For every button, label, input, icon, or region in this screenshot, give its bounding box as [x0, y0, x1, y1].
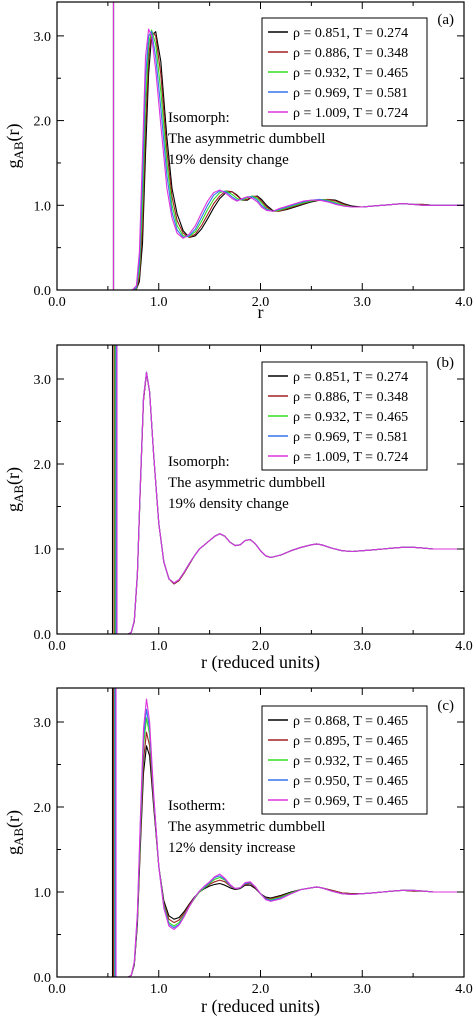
- x-tick-label: 3.0: [354, 295, 372, 310]
- y-axis-label-sub: AB: [11, 828, 26, 846]
- panel-label: (c): [437, 698, 454, 714]
- y-axis-label: gAB(r): [3, 467, 26, 512]
- y-tick-label: 0.0: [34, 971, 52, 986]
- x-tick-label: 1.0: [150, 639, 168, 654]
- series-group: [111, 345, 464, 634]
- legend-entry: ρ = 0.969, T = 0.581: [293, 86, 408, 101]
- y-tick-label: 2.0: [34, 458, 52, 473]
- x-tick-label: 2.0: [252, 639, 270, 654]
- y-axis-label-suffix: (r): [3, 467, 24, 485]
- y-tick-label: 1.0: [34, 886, 52, 901]
- series-group: [112, 2, 464, 290]
- annotation-line: Isomorph:: [168, 454, 230, 470]
- y-axis-label-main: g: [3, 846, 23, 855]
- x-tick-label: 0.0: [48, 639, 66, 654]
- x-tick-label: 2.0: [252, 982, 270, 997]
- y-tick-label: 3.0: [34, 373, 52, 388]
- y-axis-label-suffix: (r): [3, 123, 24, 141]
- y-axis-label-main: g: [3, 160, 23, 169]
- y-tick-label: 1.0: [34, 199, 52, 214]
- y-tick-label: 2.0: [34, 115, 52, 130]
- y-axis-label-suffix: (r): [3, 810, 24, 828]
- annotation: Isotherm: The asymmetric dumbbell 12% dens…: [168, 798, 325, 856]
- legend-entry: ρ = 0.932, T = 0.465: [293, 66, 408, 81]
- legend-entry: ρ = 1.009, T = 0.724: [293, 106, 408, 121]
- x-tick-label: 1.0: [150, 982, 168, 997]
- annotation-line: Isotherm:: [168, 798, 226, 814]
- panel-label: (b): [437, 355, 455, 371]
- y-axis-label-main: g: [3, 503, 23, 512]
- legend-entry: ρ = 0.895, T = 0.465: [293, 734, 408, 749]
- legend-entry: ρ = 0.969, T = 0.581: [293, 430, 408, 445]
- legend-entry: ρ = 0.950, T = 0.465: [293, 774, 408, 789]
- y-tick-label: 0.0: [34, 284, 52, 299]
- series-line-5: [115, 688, 464, 977]
- chart-panel: 0.0 1.0 2.0 3.0 4.0 0.0 1.0 2.0 3.0 r (reduced un…: [3, 344, 473, 673]
- legend-entry: ρ = 0.851, T = 0.274: [293, 26, 408, 41]
- y-axis-label-sub: AB: [11, 141, 26, 159]
- annotation-line: 19% density change: [168, 152, 289, 168]
- y-axis-label: gAB(r): [3, 810, 26, 855]
- legend-box: [261, 17, 428, 127]
- series-line-5: [116, 345, 464, 634]
- annotation-line: Isomorph:: [168, 110, 230, 126]
- legend-entry: ρ = 0.886, T = 0.348: [293, 390, 408, 405]
- series-line-5: [112, 2, 464, 290]
- y-tick-label: 0.0: [34, 628, 52, 643]
- x-axis-label: r: [258, 302, 264, 322]
- panel-label: (a): [437, 12, 454, 28]
- x-tick-label: 3.0: [354, 982, 372, 997]
- x-axis-label: r (reduced units): [201, 652, 320, 673]
- legend: ρ = 0.851, T = 0.274 ρ = 0.886, T = 0.348…: [261, 361, 428, 471]
- x-axis-label: r (reduced units): [201, 996, 320, 1017]
- y-tick-label: 2.0: [34, 801, 52, 816]
- y-tick-label: 3.0: [34, 716, 52, 731]
- chart-panel: 0.0 1.0 2.0 3.0 4.0 0.0 1.0 2.0 3.0 r (reduced un…: [3, 687, 473, 1017]
- annotation: Isomorph: The asymmetric dumbbell 19% dens…: [168, 454, 325, 512]
- x-tick-label: 4.0: [455, 982, 473, 997]
- x-tick-label: 0.0: [48, 982, 66, 997]
- legend-box: [261, 705, 428, 815]
- legend-entry: ρ = 0.932, T = 0.465: [293, 410, 408, 425]
- chart-panel: 0.0 1.0 2.0 3.0 4.0 0.0 1.0 2.0 3.0 r gAB(r) (a) ρ =…: [3, 1, 473, 322]
- x-tick-label: 1.0: [150, 295, 168, 310]
- annotation-line: 19% density change: [168, 496, 289, 512]
- x-tick-label: 4.0: [455, 639, 473, 654]
- legend-entry: ρ = 0.868, T = 0.465: [293, 714, 408, 729]
- series-group: [111, 688, 464, 977]
- legend-entry: ρ = 0.851, T = 0.274: [293, 370, 408, 385]
- x-tick-label: 4.0: [455, 295, 473, 310]
- annotation: Isomorph: The asymmetric dumbbell 19% dens…: [168, 110, 325, 168]
- legend-entry: ρ = 0.886, T = 0.348: [293, 46, 408, 61]
- annotation-line: 12% density increase: [168, 840, 296, 856]
- y-axis-label-sub: AB: [11, 485, 26, 503]
- y-axis-label: gAB(r): [3, 123, 26, 168]
- annotation-line: The asymmetric dumbbell: [168, 475, 325, 491]
- x-tick-label: 2.0: [252, 295, 270, 310]
- legend: ρ = 0.868, T = 0.465 ρ = 0.895, T = 0.465…: [261, 705, 428, 815]
- y-tick-label: 3.0: [34, 30, 52, 45]
- legend: ρ = 0.851, T = 0.274 ρ = 0.886, T = 0.348…: [261, 17, 428, 127]
- legend-entry: ρ = 0.932, T = 0.465: [293, 754, 408, 769]
- legend-entry: ρ = 1.009, T = 0.724: [293, 450, 408, 465]
- legend-entry: ρ = 0.969, T = 0.465: [293, 794, 408, 809]
- legend-box: [261, 361, 428, 471]
- annotation-line: The asymmetric dumbbell: [168, 819, 325, 835]
- y-tick-label: 1.0: [34, 543, 52, 558]
- x-tick-label: 3.0: [354, 639, 372, 654]
- annotation-line: The asymmetric dumbbell: [168, 131, 325, 147]
- x-tick-label: 0.0: [48, 295, 66, 310]
